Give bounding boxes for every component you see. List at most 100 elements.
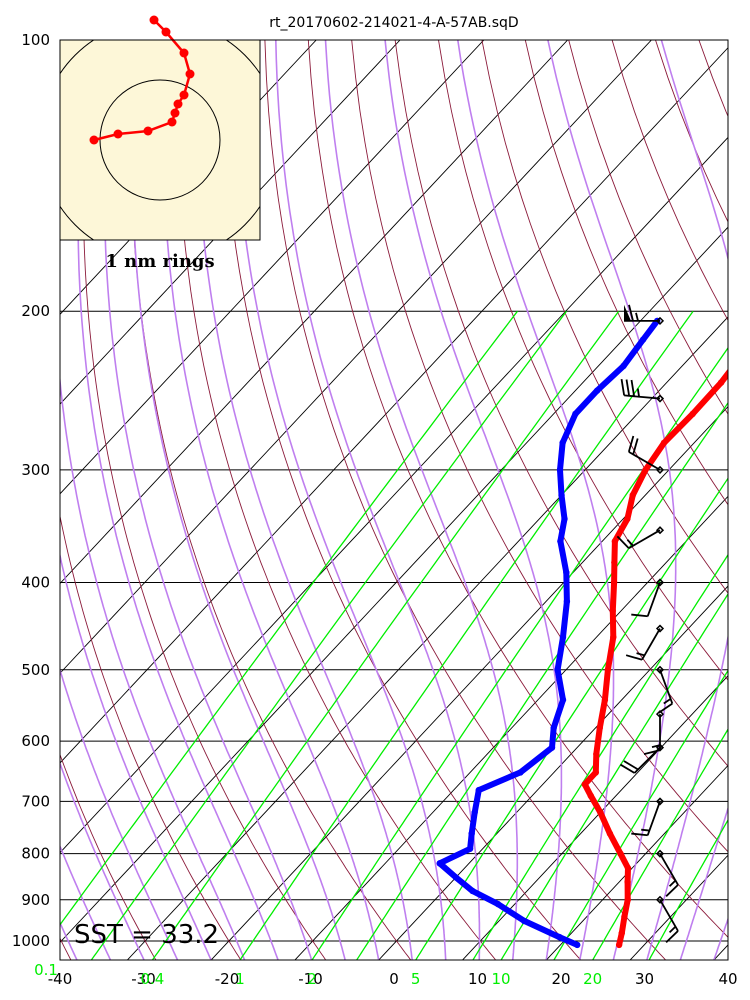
barb-half-feather bbox=[626, 539, 634, 547]
dewpoint-point bbox=[494, 900, 502, 908]
dry-adiabat bbox=[307, 40, 728, 938]
isotherm-line bbox=[378, 585, 728, 960]
barb-feather bbox=[630, 379, 635, 397]
dry-adiabat bbox=[264, 40, 667, 960]
barb-feather bbox=[620, 378, 626, 396]
wind-barbs bbox=[616, 304, 679, 944]
hodograph-ring bbox=[99, 79, 221, 201]
isotherm-line bbox=[126, 316, 728, 960]
wind-barb bbox=[624, 304, 665, 325]
temperature-point bbox=[629, 491, 636, 499]
moist-adiabat bbox=[60, 761, 145, 960]
moist-adiabat bbox=[60, 667, 179, 960]
hodograph-point bbox=[167, 117, 177, 127]
barb-half-feather bbox=[635, 312, 639, 322]
dewpoint-point bbox=[574, 941, 581, 949]
barb-station bbox=[655, 797, 665, 806]
isotherm-line bbox=[60, 40, 66, 46]
wind-barb bbox=[655, 849, 679, 897]
dewpoint-point bbox=[563, 598, 571, 605]
temperature-point bbox=[593, 750, 600, 758]
barb-staff bbox=[624, 394, 661, 400]
hodograph-point bbox=[143, 126, 153, 136]
barb-feather bbox=[632, 438, 639, 455]
mixing-ratio-line bbox=[500, 592, 728, 960]
hodograph-point bbox=[185, 69, 195, 79]
dewpoint-point bbox=[556, 933, 563, 941]
barb-feather bbox=[616, 535, 630, 549]
temperature-point bbox=[611, 559, 618, 566]
barb-staff bbox=[628, 529, 661, 549]
barb-pennant bbox=[624, 304, 631, 321]
temperature-tick-label: -10 bbox=[298, 970, 323, 988]
temperature-axis: -40 -30 -20 -10 0 10 20 30 40 bbox=[48, 970, 738, 988]
hodograph-point bbox=[170, 108, 180, 118]
dewpoint-point bbox=[469, 887, 476, 895]
chart-title: rt_20170602-214021-4-A-57AB.sqD bbox=[269, 15, 518, 31]
temperature-point bbox=[606, 830, 614, 837]
hodograph-point bbox=[89, 135, 99, 145]
hodograph-point bbox=[173, 99, 183, 109]
pressure-tick-label: 800 bbox=[21, 845, 50, 863]
temperature-tick-label: 10 bbox=[468, 970, 487, 988]
barb-feather bbox=[627, 435, 635, 453]
moist-adiabat bbox=[195, 40, 413, 960]
temperature-point bbox=[642, 466, 649, 474]
dewpoint-point bbox=[559, 439, 566, 447]
barb-half-feather bbox=[641, 828, 650, 832]
dry-adiabat bbox=[176, 40, 497, 960]
dewpoint-point bbox=[554, 666, 561, 673]
temperature-point bbox=[610, 633, 617, 641]
dewpoint-point bbox=[548, 744, 556, 751]
barb-staff bbox=[646, 801, 661, 836]
barb-feather bbox=[631, 832, 648, 837]
temperature-point bbox=[624, 878, 631, 886]
mixing-ratio-line bbox=[151, 310, 620, 960]
dewpoint-point bbox=[557, 538, 564, 545]
mixing-ratio-line bbox=[553, 669, 728, 960]
barb-half-feather bbox=[663, 698, 672, 705]
dewpoint-point bbox=[550, 724, 557, 732]
hodograph-point bbox=[113, 129, 123, 139]
dewpoint-point bbox=[468, 830, 475, 837]
sst-annotation: SST = 33.2 bbox=[74, 920, 219, 950]
temperature-tick-label: -20 bbox=[215, 970, 240, 988]
dewpoint-point bbox=[559, 633, 567, 641]
moist-adiabat bbox=[60, 552, 212, 960]
moist-adiabat bbox=[679, 805, 728, 960]
temperature-point bbox=[624, 515, 631, 523]
temperature-tick-label: 20 bbox=[551, 970, 570, 988]
barb-staff bbox=[633, 746, 661, 774]
pressure-tick-label: 600 bbox=[21, 732, 50, 750]
temperature-point bbox=[601, 696, 609, 704]
barb-feather bbox=[619, 763, 636, 774]
wind-barb bbox=[619, 743, 665, 774]
mixing-ratio-line bbox=[356, 401, 728, 960]
temperature-tick-label: 30 bbox=[635, 970, 654, 988]
temperature-point bbox=[744, 345, 750, 351]
mixing-ratio-label: 2 bbox=[307, 970, 317, 988]
barb-feather bbox=[665, 884, 679, 897]
pressure-tick-label: 100 bbox=[21, 31, 50, 49]
dry-adiabat bbox=[742, 40, 750, 960]
hodograph-point bbox=[179, 90, 189, 100]
temperature-point bbox=[624, 896, 631, 903]
temperature-point bbox=[597, 809, 604, 816]
dry-adiabat bbox=[221, 40, 582, 960]
temperature-point bbox=[617, 850, 624, 857]
temperature-point bbox=[587, 792, 594, 800]
barb-station bbox=[655, 849, 665, 858]
dry-adiabat bbox=[60, 753, 157, 960]
temperature-point bbox=[660, 439, 668, 447]
plot-frame bbox=[59, 39, 729, 961]
temperature-tick-label: 40 bbox=[718, 970, 737, 988]
wind-barb bbox=[616, 526, 665, 549]
dry-adiabat bbox=[438, 40, 728, 681]
barb-feather bbox=[628, 304, 634, 322]
barb-station bbox=[655, 895, 665, 904]
moist-adiabat bbox=[232, 40, 447, 960]
barb-station bbox=[655, 665, 665, 674]
dewpoint-point bbox=[563, 569, 570, 576]
isotherm-line bbox=[210, 405, 728, 960]
